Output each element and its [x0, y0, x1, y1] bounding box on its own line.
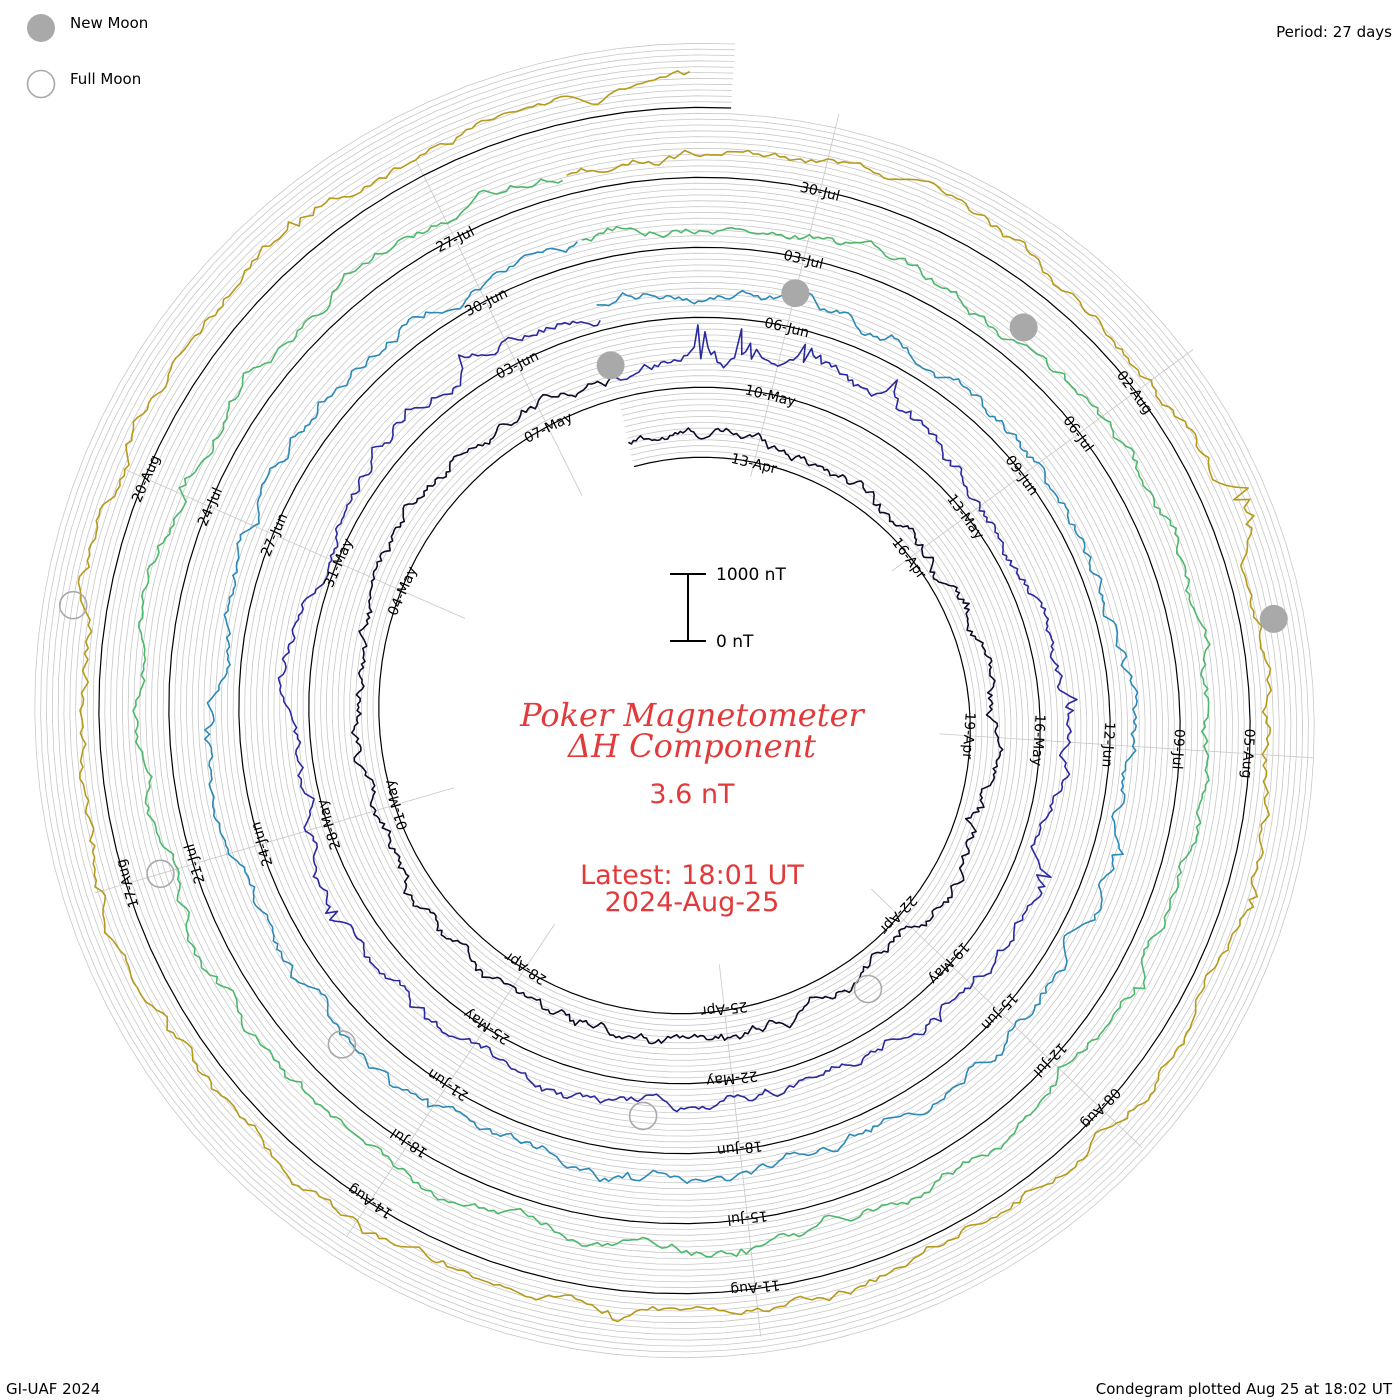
- grid-ring: [57, 66, 1292, 1335]
- date-tick-label: 22-May: [705, 1067, 758, 1089]
- full-moon-legend-icon: [26, 69, 56, 99]
- date-tick-label: 11-Aug: [729, 1276, 780, 1297]
- date-tick-label: 05-Aug: [1238, 728, 1257, 779]
- date-tick-label: 22-Apr: [876, 892, 920, 937]
- date-tick-label: 30-Jul: [798, 180, 841, 205]
- grid-ring: [63, 71, 1286, 1330]
- footer-credit: GI-UAF 2024: [6, 1380, 100, 1398]
- date-tick-label: 19-May: [925, 939, 972, 988]
- new-moon-marker: [781, 279, 810, 308]
- series-trace-5: [77, 70, 1272, 1323]
- latest-date: 2024-Aug-25: [605, 887, 780, 918]
- new-moon-legend-label: New Moon: [70, 14, 148, 32]
- date-tick-label: 03-Jul: [782, 248, 825, 273]
- component-title: ΔH Component: [566, 727, 816, 765]
- date-tick-label: 15-Jul: [726, 1207, 768, 1227]
- baseline-spiral-layer: [98, 106, 1251, 1295]
- latest-time: Latest: 18:01 UT: [580, 860, 804, 891]
- baseline-spiral: [98, 106, 1251, 1295]
- grid-ring: [75, 83, 1274, 1318]
- date-tick-label: 27-Jun: [258, 511, 291, 559]
- full-moon-marker: [628, 1101, 658, 1131]
- station-title: Poker Magnetometer: [519, 696, 865, 734]
- new-moon-marker: [1009, 313, 1038, 342]
- series-layer: [77, 70, 1272, 1323]
- scale-bottom-label: 0 nT: [716, 632, 754, 652]
- date-tick-label: 25-Apr: [700, 998, 748, 1019]
- grid-ring: [40, 48, 1309, 1353]
- footer-plot-time: Condegram plotted Aug 25 at 18:02 UT: [1096, 1380, 1393, 1398]
- grid-ring: [51, 60, 1298, 1341]
- date-tick-label: 30-Jun: [462, 285, 510, 320]
- scale-bar: 1000 nT 0 nT: [670, 565, 786, 652]
- moon-layer: [58, 279, 1288, 1131]
- grid-spoke: [871, 888, 1143, 1148]
- grid-ring: [86, 95, 1263, 1306]
- grid-ring: [45, 54, 1304, 1347]
- grid-ring: [34, 42, 1315, 1359]
- date-tick-label: 25-May: [461, 1005, 513, 1047]
- date-tick-label: 19-Apr: [959, 712, 978, 760]
- date-tick-label: 02-Aug: [1113, 368, 1155, 418]
- date-tick-label: 20-Aug: [129, 453, 164, 505]
- grid-ring: [80, 89, 1269, 1312]
- date-tick-label: 12-Jun: [1098, 721, 1117, 767]
- grid-spoke: [939, 733, 1313, 759]
- date-tick-label: 03-Jun: [494, 348, 542, 383]
- date-tick-label: 18-Jul: [388, 1125, 431, 1161]
- date-tick-label: 31-May: [321, 536, 356, 590]
- series-trace-3: [203, 241, 1139, 1184]
- date-tick-label: 16-May: [1028, 714, 1047, 767]
- date-tick-label: 13-Apr: [729, 451, 778, 478]
- full-moon-legend-label: Full Moon: [70, 70, 141, 88]
- grid-spoke: [891, 349, 1194, 572]
- full-moon-marker: [327, 1030, 357, 1059]
- full-moon-marker: [146, 859, 175, 889]
- current-value: 3.6 nT: [649, 779, 735, 810]
- grid-spoke: [122, 467, 466, 619]
- grid-ring: [92, 101, 1257, 1300]
- new-moon-legend-icon: [27, 14, 55, 42]
- grid-spoke: [415, 160, 583, 496]
- date-tick-label: 21-Jun: [425, 1065, 472, 1104]
- date-tick-label: 07-May: [522, 409, 576, 446]
- date-tick-label: 09-Jul: [1169, 728, 1188, 769]
- grid-spoke: [346, 924, 555, 1236]
- series-trace-1: [351, 374, 1004, 1045]
- date-tick-label: 28-Apr: [502, 948, 550, 987]
- date-tick-label: 08-Aug: [1077, 1084, 1123, 1131]
- new-moon-marker: [596, 351, 625, 380]
- date-tick-label: 13-May: [943, 492, 987, 543]
- grid-spoke: [719, 964, 761, 1337]
- center-title: Poker Magnetometer ΔH Component 3.6 nT L…: [519, 696, 865, 918]
- date-tick-label: 06-Jun: [763, 315, 811, 341]
- date-tick-label: 04-May: [385, 564, 420, 618]
- series-trace-4: [132, 178, 1211, 1258]
- full-moon-marker: [853, 974, 883, 1004]
- legend: New Moon Full Moon: [26, 14, 148, 99]
- date-tick-label: 01-May: [382, 778, 412, 832]
- date-tick-label: 16-Apr: [888, 535, 929, 582]
- full-moon-marker: [58, 590, 88, 620]
- series-trace-2: [277, 320, 1078, 1113]
- scale-top-label: 1000 nT: [716, 565, 786, 585]
- date-tick-label: 18-Jun: [716, 1137, 763, 1158]
- period-label: Period: 27 days: [1276, 23, 1392, 41]
- new-moon-marker: [1259, 604, 1288, 633]
